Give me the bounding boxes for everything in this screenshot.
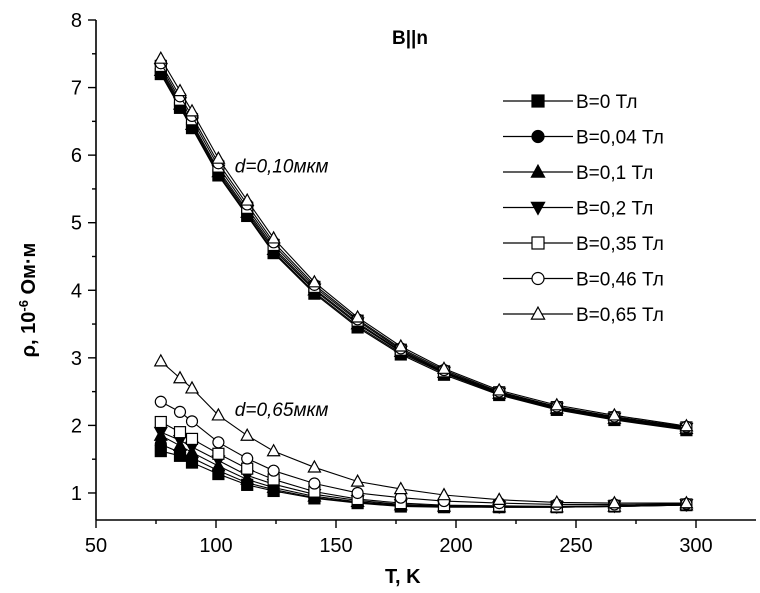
- data-point: [436, 361, 452, 374]
- data-point: [607, 407, 622, 421]
- series-line: [160, 65, 687, 428]
- legend-label: B=0,65 Тл: [576, 305, 664, 326]
- legend-marker: [530, 163, 546, 178]
- x-tick-label: 250: [559, 535, 592, 557]
- data-point: [492, 492, 507, 506]
- data-point: [393, 338, 408, 352]
- y-axis-title-base: ρ, 10: [18, 312, 40, 358]
- data-point: [241, 462, 254, 475]
- data-point: [154, 415, 167, 429]
- series-line: [160, 72, 687, 431]
- legend-marker: [530, 201, 546, 216]
- data-point: [549, 494, 564, 508]
- y-tick-label: 8: [71, 10, 82, 32]
- legend-item: B=0 Тл: [503, 92, 637, 113]
- data-point: [241, 452, 254, 465]
- series-line: [160, 58, 687, 427]
- series-line: [160, 70, 687, 430]
- legend-item: B=0,2 Тл: [503, 199, 653, 220]
- x-tick-label: 50: [85, 535, 107, 557]
- legend-label: B=0 Тл: [576, 92, 637, 113]
- y-tick-label: 7: [71, 78, 82, 100]
- axes: 50 100 150 200 250 300 1 2 3 4 5 6 7 8: [71, 10, 756, 557]
- data-point: [184, 103, 200, 117]
- series-layer: [153, 50, 694, 515]
- data-point: [679, 418, 694, 432]
- data-point: [212, 436, 225, 449]
- legend-marker: [531, 94, 545, 108]
- annotations: d=0,10мкм d=0,65мкм: [235, 157, 329, 421]
- y-tick-label: 1: [71, 483, 82, 505]
- legend-item: B=0,46 Тл: [503, 270, 664, 291]
- chart-title: B||n: [392, 28, 428, 49]
- y-axis-title: ρ, 10-6 Ом·м: [16, 243, 41, 358]
- data-point: [350, 309, 365, 323]
- y-tick-label: 5: [71, 213, 82, 235]
- x-tick-label: 200: [439, 535, 472, 557]
- legend-label: B=0,35 Тл: [576, 234, 664, 255]
- x-tick-label: 300: [679, 535, 712, 557]
- legend-label: B=0,04 Тл: [576, 128, 664, 149]
- series-thin-6: [153, 50, 694, 432]
- data-point: [436, 487, 452, 501]
- data-point: [153, 353, 168, 367]
- data-point: [267, 464, 280, 477]
- legend-item: B=0,1 Тл: [503, 163, 653, 184]
- y-tick-label: 4: [71, 280, 82, 302]
- legend-label: B=0,46 Тл: [576, 270, 664, 291]
- data-point: [154, 395, 167, 408]
- data-point: [266, 443, 281, 457]
- data-point: [308, 477, 321, 490]
- data-point: [185, 432, 199, 446]
- series-line: [160, 68, 687, 429]
- data-point: [679, 495, 694, 509]
- data-point: [153, 50, 168, 64]
- series-thick-13: [153, 353, 694, 509]
- legend-item: B=0,35 Тл: [503, 234, 664, 255]
- data-point: [211, 150, 226, 164]
- x-tick-label: 100: [199, 535, 232, 557]
- y-tick-label: 2: [71, 415, 82, 437]
- y-tick-label: 3: [71, 348, 82, 370]
- legend: B=0 Тл B=0,04 Тл B=0,1 Тл B=0,2 Тл B=0,35 Тл…: [503, 92, 664, 326]
- data-point: [307, 459, 322, 473]
- legend-label: B=0,2 Тл: [576, 199, 653, 220]
- x-axis-title: T, K: [385, 566, 421, 588]
- legend-label: B=0,1 Тл: [576, 163, 653, 184]
- data-point: [351, 486, 364, 500]
- data-point: [492, 382, 507, 396]
- annotation-label: d=0,65мкм: [235, 400, 329, 421]
- data-point: [212, 447, 225, 460]
- data-point: [184, 380, 200, 394]
- legend-item: B=0,65 Тл: [503, 305, 664, 326]
- data-point: [173, 426, 187, 439]
- y-axis-title-unit: Ом·м: [18, 243, 40, 300]
- data-point: [172, 83, 188, 97]
- data-point: [240, 427, 255, 441]
- legend-marker: [531, 271, 545, 286]
- data-point: [607, 495, 622, 509]
- data-point: [307, 274, 322, 288]
- legend-marker: [531, 129, 545, 144]
- data-point: [185, 415, 199, 428]
- series-line: [160, 73, 687, 431]
- legend-item: B=0,04 Тл: [503, 128, 664, 149]
- data-point: [549, 397, 564, 411]
- series-line: [160, 62, 687, 428]
- data-point: [172, 370, 188, 384]
- legend-marker: [531, 236, 545, 250]
- annotation-label: d=0,10мкм: [235, 157, 329, 178]
- y-axis-title-exponent: -6: [16, 300, 31, 312]
- data-point: [211, 407, 226, 421]
- data-point: [173, 405, 187, 418]
- x-tick-label: 150: [319, 535, 352, 557]
- data-point: [393, 481, 408, 495]
- data-point: [240, 192, 255, 206]
- data-point: [266, 230, 281, 244]
- data-point: [350, 473, 365, 487]
- legend-marker: [530, 305, 546, 320]
- y-tick-label: 6: [71, 145, 82, 167]
